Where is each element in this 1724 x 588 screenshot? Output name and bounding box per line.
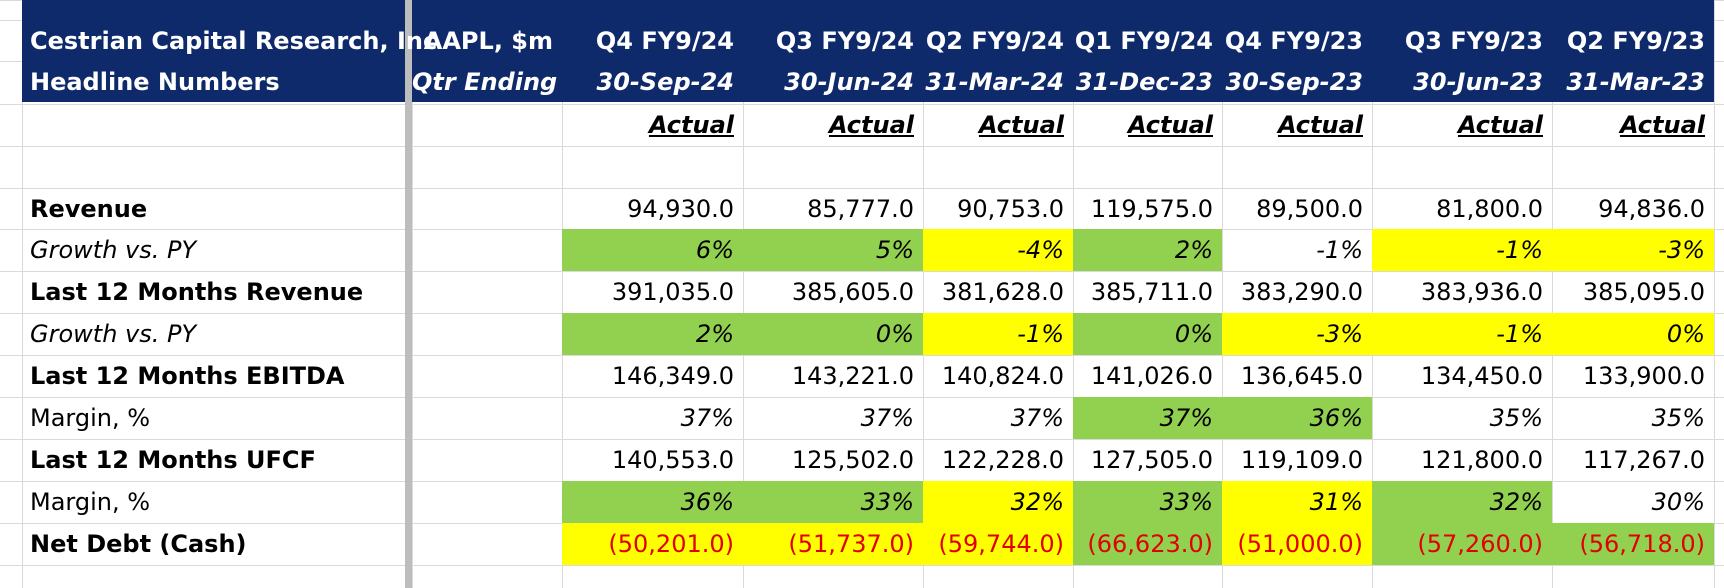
table-cell: 2% [1073,229,1222,271]
col-header-status: Actual [1127,111,1213,139]
table-cell: 140,824.0 [941,362,1064,390]
col-header-quarter: Q3 FY9/23 [1404,27,1543,55]
table-cell: 133,900.0 [1582,362,1705,390]
table-cell: 37% [1010,404,1064,432]
table-cell: 146,349.0 [611,362,734,390]
col-header-quarter: Q4 FY9/24 [595,27,734,55]
table-cell: 117,267.0 [1582,446,1705,474]
table-cell: 85,777.0 [807,195,914,223]
table-cell: 136,645.0 [1240,362,1363,390]
table-cell: 140,553.0 [611,446,734,474]
table-cell: 32% [1372,481,1552,523]
table-cell: 143,221.0 [791,362,914,390]
table-cell: 134,450.0 [1420,362,1543,390]
col-header-status: Actual [1619,111,1705,139]
table-cell: 127,505.0 [1090,446,1213,474]
row-label: Last 12 Months UFCF [30,446,316,474]
col-header-date: 30-Jun-23 [1413,68,1543,96]
sheet-subtitle: Headline Numbers [30,68,280,96]
row-label: Growth vs. PY [30,236,197,264]
table-cell: 122,228.0 [941,446,1064,474]
row-label: Revenue [30,195,148,223]
table-cell: 0% [743,313,923,355]
table-cell: 385,095.0 [1582,278,1705,306]
table-cell: 385,605.0 [791,278,914,306]
table-cell: 119,109.0 [1240,446,1363,474]
col-header-date: 31-Mar-23 [1566,68,1705,96]
col-header-quarter: Q1 FY9/24 [1074,27,1213,55]
table-cell: 35% [1489,404,1543,432]
table-cell: -4% [923,229,1073,271]
table-cell: 121,800.0 [1420,446,1543,474]
table-cell: 0% [1552,313,1714,355]
table-cell: (50,201.0) [562,523,743,565]
table-cell: 30% [1651,488,1705,516]
table-cell: (66,623.0) [1073,523,1222,565]
col-header-date: 31-Mar-24 [925,68,1064,96]
row-label: Growth vs. PY [30,320,197,348]
table-cell: 6% [562,229,743,271]
table-cell: 33% [1073,481,1222,523]
table-cell: 94,930.0 [627,195,734,223]
table-cell: 383,936.0 [1420,278,1543,306]
table-cell: 5% [743,229,923,271]
table-cell: 37% [860,404,914,432]
col-header-date: 30-Jun-24 [784,68,914,96]
table-cell: (51,737.0) [743,523,923,565]
table-cell: 125,502.0 [791,446,914,474]
ticker-label: AAPL, $m [423,27,553,55]
table-cell: 36% [562,481,743,523]
col-header-quarter: Q4 FY9/23 [1224,27,1363,55]
col-header-status: Actual [1457,111,1543,139]
table-cell: 383,290.0 [1240,278,1363,306]
col-header-status: Actual [978,111,1064,139]
company-name: Cestrian Capital Research, Inc [30,27,438,55]
col-header-quarter: Q3 FY9/24 [775,27,914,55]
table-cell: 119,575.0 [1090,195,1213,223]
table-cell: 33% [743,481,923,523]
table-cell: 381,628.0 [941,278,1064,306]
table-cell: 90,753.0 [957,195,1064,223]
table-cell: 141,026.0 [1090,362,1213,390]
col-header-date: 30-Sep-23 [1225,68,1363,96]
row-label: Margin, % [30,488,151,516]
row-label: Margin, % [30,404,151,432]
table-cell: 37% [1073,397,1222,439]
column-separator [405,0,412,588]
col-header-status: Actual [1277,111,1363,139]
col-header-status: Actual [828,111,914,139]
table-cell: -1% [923,313,1073,355]
table-cell: (56,718.0) [1552,523,1714,565]
table-cell: 89,500.0 [1256,195,1363,223]
table-cell: (59,744.0) [923,523,1073,565]
table-cell: 36% [1222,397,1372,439]
row-label: Last 12 Months EBITDA [30,362,345,390]
col-header-date: 30-Sep-24 [596,68,734,96]
table-cell: 35% [1651,404,1705,432]
table-cell: 385,711.0 [1090,278,1213,306]
col-header-quarter: Q2 FY9/24 [925,27,1064,55]
table-cell: -1% [1372,313,1552,355]
row-label: Net Debt (Cash) [30,530,247,558]
col-header-quarter: Q2 FY9/23 [1566,27,1705,55]
table-cell: 81,800.0 [1436,195,1543,223]
table-cell: 0% [1073,313,1222,355]
table-cell: -1% [1316,236,1363,264]
table-cell: 94,836.0 [1598,195,1705,223]
table-cell: 37% [680,404,734,432]
table-cell: -3% [1222,313,1372,355]
table-cell: (57,260.0) [1372,523,1552,565]
table-cell: 31% [1222,481,1372,523]
table-cell: 32% [923,481,1073,523]
table-cell: 391,035.0 [611,278,734,306]
table-cell: -3% [1552,229,1714,271]
table-cell: (51,000.0) [1222,523,1372,565]
row-label: Last 12 Months Revenue [30,278,364,306]
table-cell: 2% [562,313,743,355]
qtr-ending-label: Qtr Ending [412,68,558,96]
col-header-date: 31-Dec-23 [1075,68,1213,96]
header-band [22,0,1714,102]
table-cell: -1% [1372,229,1552,271]
col-header-status: Actual [648,111,734,139]
